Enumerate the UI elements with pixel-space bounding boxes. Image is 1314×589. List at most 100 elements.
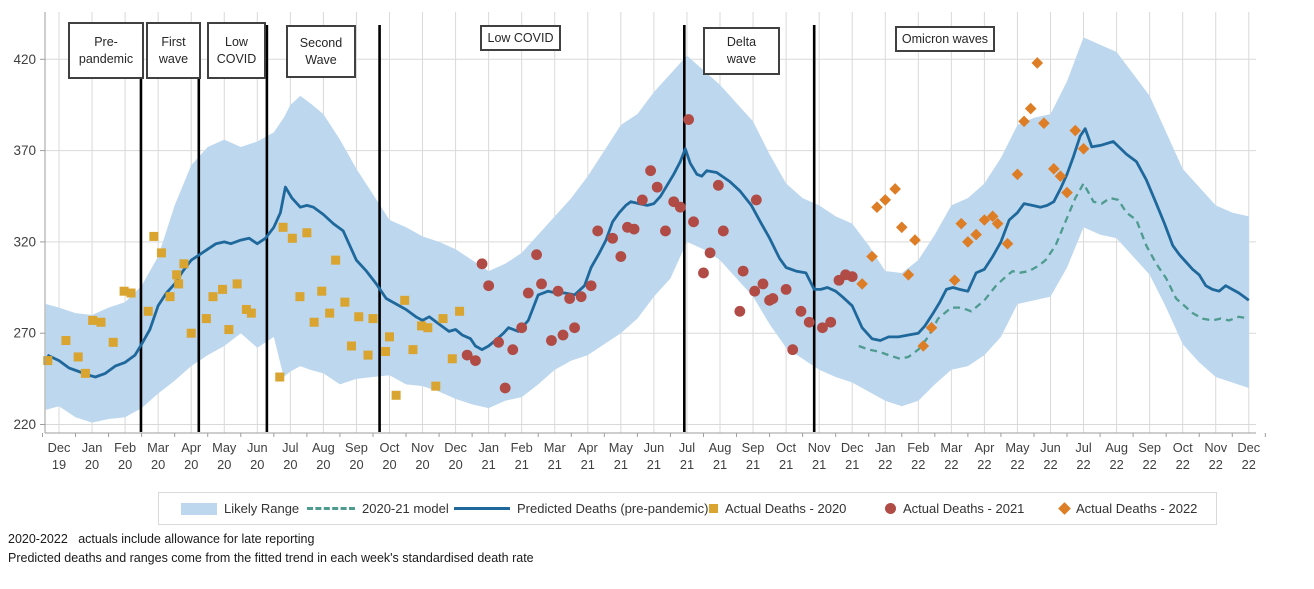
actual-2022-point (1054, 170, 1067, 182)
actual-2022-point (1048, 163, 1060, 175)
actual-2021-point (651, 181, 663, 193)
actual-2021-point (803, 316, 815, 328)
actual-2021-point (522, 287, 534, 299)
period-label-delta-wave: Delta wave (703, 27, 780, 75)
x-axis-label: Nov 20 (411, 440, 434, 472)
x-axis-label: Oct 22 (1173, 440, 1193, 472)
likely-range-swatch-icon (181, 502, 217, 515)
period-label-low-covid: Low COVID (207, 22, 266, 79)
actual-2020-point (309, 317, 319, 327)
actual-2022-point (991, 217, 1004, 230)
actual-2022-point (1024, 102, 1037, 115)
x-axis-label: Jan 21 (478, 440, 499, 472)
actual-2021-point (825, 316, 837, 328)
x-axis-label: Oct 21 (776, 440, 796, 472)
actual-2020-point (43, 356, 53, 366)
dashed-line-swatch-icon (307, 507, 355, 510)
actual-2021-point (461, 349, 473, 361)
y-axis-label: 420 (13, 52, 36, 67)
x-axis-label: Jun 20 (247, 440, 268, 472)
x-axis-label: Oct 20 (380, 440, 400, 472)
legend-label: Likely Range (224, 501, 300, 516)
actual-2022-point (917, 340, 930, 352)
actual-2022-point (1038, 117, 1050, 130)
x-axis-label: Aug 21 (709, 440, 732, 472)
legend-label: Actual Deaths - 2022 (1076, 501, 1198, 516)
actual-2020-point (340, 297, 350, 307)
actual-2020-point (317, 286, 327, 296)
actual-2020-point (119, 286, 129, 296)
actual-2020-point (287, 233, 297, 243)
actual-2021-point (585, 280, 597, 292)
x-axis-label: Jun 22 (1040, 440, 1061, 472)
actual-2020-point (172, 270, 182, 280)
actual-2022-point (871, 201, 883, 214)
actual-2021-point (536, 278, 547, 290)
actual-2020-point (232, 279, 242, 289)
actual-2022-point (879, 194, 892, 206)
actual-2022-point (1011, 168, 1024, 181)
period-label-first-wave: First wave (146, 22, 201, 79)
likely-range-band (45, 37, 1249, 423)
actual-2022-point (1001, 237, 1014, 250)
actual-2020-point (423, 323, 433, 333)
actual-2021-point (470, 355, 481, 366)
actual-2021-point (569, 322, 580, 334)
actual-2020-point (126, 288, 136, 298)
x-axis-label: Jul 22 (1075, 440, 1091, 472)
actual-2022-point (986, 210, 999, 223)
actual-2020-point (96, 317, 106, 327)
actual-2020-point (381, 346, 391, 356)
actual-2022-point (866, 250, 878, 263)
legend-item-actual-2022: Actual Deaths - 2022 (1058, 493, 1198, 524)
actual-2021-point (780, 283, 792, 295)
actual-2020-point (391, 390, 401, 400)
actual-2022-point (895, 221, 908, 234)
actual-2021-point (787, 344, 799, 356)
actual-2022-point (1018, 115, 1030, 128)
actual-2021-point (737, 265, 749, 277)
actual-2021-point (552, 285, 564, 297)
actual-2020-point (186, 328, 196, 338)
actual-2022-point (955, 217, 968, 230)
actual-2021-point (564, 293, 576, 304)
actual-2020-point (354, 312, 364, 322)
actual-2020-point (385, 332, 394, 342)
solid-line-swatch-icon (454, 506, 510, 511)
chart-legend: Likely Range 2020-21 model Predicted Dea… (158, 492, 1217, 525)
legend-label: Actual Deaths - 2020 (725, 501, 847, 516)
actual-2021-point (674, 201, 686, 213)
period-label-second-wave: Second Wave (286, 25, 356, 78)
x-axis-label: Apr 21 (578, 440, 599, 472)
x-axis-label: Jul 21 (679, 440, 695, 472)
x-axis-label: May 22 (1005, 440, 1030, 472)
x-axis-label: Aug 22 (1105, 440, 1128, 472)
actual-2021-point (712, 179, 724, 191)
y-axis-label: 320 (13, 234, 36, 249)
actual-2021-point (483, 280, 495, 292)
x-axis-label: Jan 20 (82, 440, 103, 472)
actual-2020-point (143, 306, 153, 316)
model-line (858, 181, 1250, 360)
x-axis-label: Mar 20 (147, 440, 170, 472)
legend-item-actual-2020: Actual Deaths - 2020 (709, 493, 846, 524)
actual-2021-point (749, 285, 761, 297)
actual-2022-point (909, 234, 921, 246)
actual-2022-point (1061, 186, 1073, 199)
actual-2020-point (408, 345, 418, 355)
y-axis-label: 370 (13, 143, 36, 158)
actual-2021-point (499, 382, 511, 394)
actual-2021-point (795, 305, 807, 317)
actual-2022-point (962, 236, 974, 248)
actual-2020-point (363, 350, 373, 360)
y-axis-label: 220 (13, 417, 36, 432)
legend-label: Predicted Deaths (pre-pandemic) (517, 501, 709, 516)
actual-2021-point (734, 305, 746, 317)
diamond-marker-icon (1058, 502, 1071, 515)
actual-2020-point (302, 228, 312, 238)
actual-2021-point (846, 271, 858, 282)
actual-2021-point (767, 293, 779, 304)
actual-2020-point (325, 308, 335, 318)
x-axis-label: Jun 21 (644, 440, 665, 472)
